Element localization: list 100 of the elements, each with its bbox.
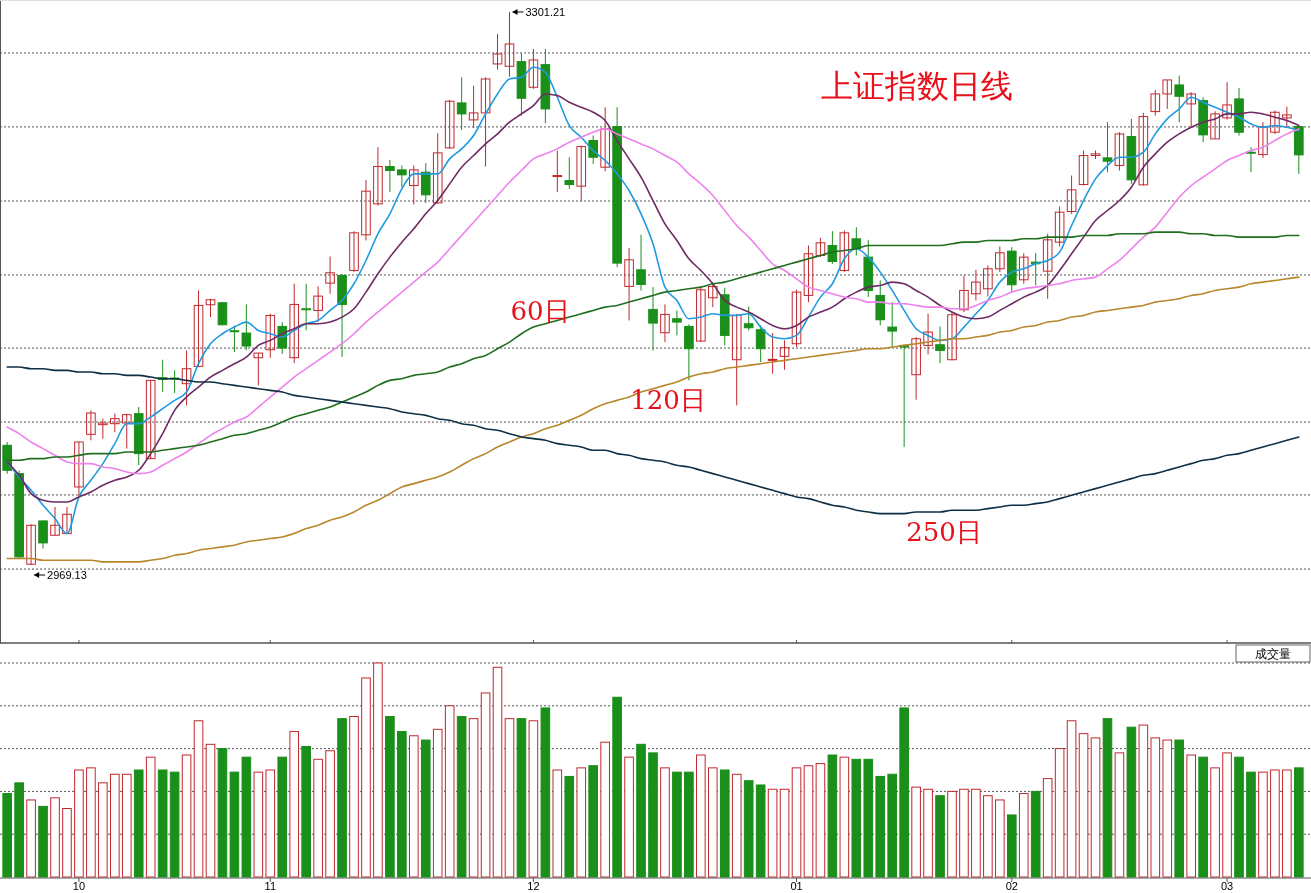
candlestick <box>1162 79 1173 110</box>
bar <box>779 788 790 878</box>
candlestick <box>397 165 407 188</box>
bar <box>1246 771 1256 878</box>
annotation: 3301.21 <box>525 5 566 18</box>
bar <box>1234 756 1244 878</box>
candlestick <box>121 413 132 450</box>
bar <box>576 767 587 878</box>
candlestick <box>696 286 706 343</box>
x-tick-label: 12 <box>527 880 540 892</box>
candlestick <box>456 76 467 131</box>
annotation: 60日 <box>510 296 570 326</box>
candlestick <box>755 324 766 363</box>
bar <box>241 756 252 878</box>
bar <box>169 771 180 878</box>
candlestick <box>935 325 945 364</box>
bar <box>995 799 1005 878</box>
candlestick <box>444 99 455 150</box>
candlestick <box>660 303 670 343</box>
candlestick <box>983 264 993 297</box>
bar <box>361 677 371 878</box>
bar <box>767 788 778 878</box>
bar <box>277 756 288 878</box>
bar <box>253 771 264 878</box>
bar <box>851 758 862 878</box>
candlestick <box>600 106 610 172</box>
bar <box>50 797 60 878</box>
bar <box>983 795 993 878</box>
bar <box>1282 769 1292 878</box>
candlestick <box>947 311 957 361</box>
x-tick-label: 10 <box>72 880 86 892</box>
bar <box>827 754 838 878</box>
bar <box>301 745 311 878</box>
bar <box>2 793 12 878</box>
bar <box>719 769 730 878</box>
candlestick <box>1210 110 1220 140</box>
bar <box>420 739 431 878</box>
candlestick <box>1018 252 1029 285</box>
bar <box>217 748 228 878</box>
bar <box>265 769 276 878</box>
bar <box>1150 737 1161 878</box>
candlestick <box>1186 91 1196 128</box>
bar <box>205 743 216 878</box>
bar <box>504 718 515 878</box>
candlestick <box>1174 75 1185 123</box>
bar <box>707 767 718 878</box>
bar <box>14 782 24 878</box>
bar <box>588 765 599 878</box>
bar <box>1102 718 1113 878</box>
bar <box>863 758 874 878</box>
bar <box>1222 752 1232 878</box>
bar <box>121 773 132 878</box>
bar <box>564 775 575 878</box>
x-tick-label: 02 <box>1005 880 1018 892</box>
bar <box>373 662 383 878</box>
candlestick <box>1270 110 1280 135</box>
bar <box>38 805 48 878</box>
candlestick <box>301 283 311 331</box>
bar <box>731 773 742 878</box>
bar <box>1270 769 1280 878</box>
x-tick-label: 11 <box>264 880 276 892</box>
bar <box>684 771 694 878</box>
candlestick <box>205 298 216 318</box>
candlestick <box>552 150 563 193</box>
bar <box>528 720 539 878</box>
candlestick <box>624 247 634 321</box>
candlestick <box>229 324 240 353</box>
bar <box>923 788 933 878</box>
candlestick <box>1246 146 1256 173</box>
bar <box>672 771 682 878</box>
bar <box>349 716 359 878</box>
bar <box>1054 748 1065 878</box>
candlestick <box>325 255 335 295</box>
candlestick <box>38 519 48 550</box>
bar <box>480 692 491 878</box>
bar <box>1162 739 1173 878</box>
candlestick <box>1066 175 1077 215</box>
bar <box>337 718 347 878</box>
candlestick <box>779 339 790 371</box>
candlestick <box>145 379 156 460</box>
candlestick <box>1258 121 1268 159</box>
candlestick <box>50 506 60 536</box>
candlestick <box>62 506 72 535</box>
bar <box>875 775 886 878</box>
bar <box>181 754 192 878</box>
bar <box>133 769 144 878</box>
bar <box>145 756 156 878</box>
candlestick <box>420 162 431 204</box>
candlestick <box>791 289 802 348</box>
candlestick <box>576 145 587 202</box>
bar <box>755 784 766 878</box>
candlestick <box>492 33 503 71</box>
bar <box>1174 739 1185 878</box>
candlestick <box>98 418 108 440</box>
bar <box>1186 754 1196 878</box>
candlestick <box>743 305 754 331</box>
bar <box>385 716 395 878</box>
candlestick <box>74 441 84 498</box>
bar <box>492 666 503 878</box>
x-tick-label: 01 <box>790 880 803 892</box>
